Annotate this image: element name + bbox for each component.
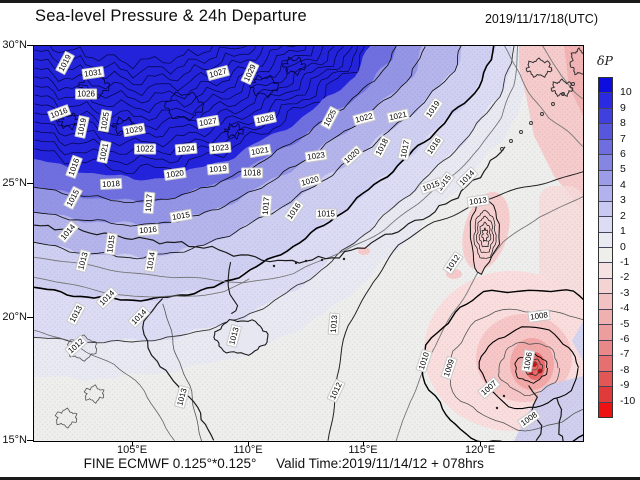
isobar-label: 1015 bbox=[315, 208, 337, 220]
lat-tick-label: 25°N bbox=[2, 177, 27, 189]
colorbar-cell bbox=[599, 402, 612, 417]
colorbar-cell bbox=[599, 356, 612, 372]
colorbar-cell bbox=[599, 93, 612, 109]
colorbar-cell bbox=[599, 232, 612, 248]
isobar-label: 1016 bbox=[136, 223, 160, 237]
colorbar-cell bbox=[599, 170, 612, 187]
colorbar-tick-label: 1 bbox=[620, 225, 626, 238]
isobar-label: 1018 bbox=[241, 167, 263, 179]
lat-tick-label: 30°N bbox=[2, 39, 27, 51]
lon-tick-label: 120°E bbox=[464, 444, 496, 456]
colorbar-tick-label: -6 bbox=[620, 332, 630, 345]
map-drawing bbox=[34, 46, 583, 441]
colorbar-cell bbox=[599, 201, 612, 218]
isobar-label: 1022 bbox=[134, 143, 156, 155]
colorbar-tick-label: 2 bbox=[620, 209, 626, 222]
bottom-edge-bar bbox=[0, 477, 640, 480]
colorbar-tick-label: -8 bbox=[620, 363, 630, 376]
lon-tick-label: 110°E bbox=[233, 444, 263, 456]
top-edge-bar bbox=[0, 0, 640, 3]
colorbar-tick-label: 4 bbox=[620, 178, 626, 191]
valid-time-label: Valid Time:2019/11/14/12 + 078hrs bbox=[276, 456, 484, 471]
pressure-map-canvas: 1019 1031 1026 1016 1019 1025 1029 1022 1021 1016… bbox=[33, 45, 584, 442]
colorbar-title: δP bbox=[597, 53, 613, 68]
lat-tickmark bbox=[27, 440, 33, 441]
lat-tickmark bbox=[27, 45, 33, 46]
colorbar-tick-label: -4 bbox=[620, 302, 630, 315]
colorbar-cell bbox=[599, 78, 612, 94]
lon-tick-label: 115°E bbox=[348, 444, 378, 456]
lon-tickmark bbox=[480, 441, 481, 446]
colorbar bbox=[598, 77, 613, 418]
colorbar-tick-label: 10 bbox=[620, 86, 632, 99]
isobar-label: 1018 bbox=[99, 177, 123, 191]
colorbar-tick-label: 5 bbox=[620, 163, 626, 176]
colorbar-cell bbox=[599, 108, 612, 125]
colorbar-cell bbox=[599, 155, 612, 171]
model-resolution-label: FINE ECMWF 0.125°*0.125° bbox=[83, 456, 257, 471]
colorbar-cell bbox=[599, 247, 612, 264]
colorbar-cell bbox=[599, 371, 612, 388]
lon-tickmark bbox=[248, 441, 249, 446]
colorbar-tick-label: -1 bbox=[620, 255, 630, 268]
isobar-label: 1017 bbox=[142, 191, 156, 215]
colorbar-tick-label: -5 bbox=[620, 317, 630, 330]
colorbar-cell bbox=[599, 124, 612, 140]
lat-tickmark bbox=[27, 317, 33, 318]
colorbar-tick-label: 0 bbox=[620, 240, 626, 253]
isobar-label: 1013 bbox=[327, 312, 341, 336]
lat-tick-label: 15°N bbox=[2, 434, 27, 446]
colorbar-tick-label: 3 bbox=[620, 194, 626, 207]
colorbar-cell bbox=[599, 309, 612, 326]
colorbar-cell bbox=[599, 387, 612, 403]
colorbar-cell bbox=[599, 340, 612, 357]
colorbar-cell bbox=[599, 278, 612, 295]
colorbar-tick-label: 7 bbox=[620, 132, 626, 145]
lon-tick-label: 105°E bbox=[116, 444, 148, 456]
isobar-label: 1017 bbox=[259, 194, 273, 218]
run-datetime: 2019/11/17/18(UTC) bbox=[484, 12, 598, 26]
lat-tickmark bbox=[27, 183, 33, 184]
colorbar-cell bbox=[599, 294, 612, 310]
colorbar-cell bbox=[599, 325, 612, 341]
lon-tickmark bbox=[132, 441, 133, 446]
colorbar-tick-label: -3 bbox=[620, 286, 630, 299]
colorbar-tick-label: 8 bbox=[620, 117, 626, 130]
isobar-label: 1019 bbox=[206, 162, 230, 176]
colorbar-cell bbox=[599, 217, 612, 233]
colorbar-cell bbox=[599, 263, 612, 279]
isobar-label: 1024 bbox=[174, 142, 198, 156]
isobar-label: 1026 bbox=[75, 88, 97, 100]
colorbar-tick-label: -10 bbox=[620, 394, 636, 407]
colorbar-tick-label: 6 bbox=[620, 148, 626, 161]
colorbar-tick-label: 9 bbox=[620, 101, 626, 114]
lon-tickmark bbox=[363, 441, 364, 446]
colorbar-cell bbox=[599, 139, 612, 156]
colorbar-tick-label: -7 bbox=[620, 348, 630, 361]
colorbar-tick-label: -2 bbox=[620, 271, 630, 284]
page-title: Sea-level Pressure & 24h Departure bbox=[35, 7, 307, 25]
colorbar-cell bbox=[599, 186, 612, 202]
colorbar-tick-label: -9 bbox=[620, 379, 630, 392]
lat-tick-label: 20°N bbox=[2, 311, 27, 323]
isobar-label: 1023 bbox=[208, 141, 232, 155]
